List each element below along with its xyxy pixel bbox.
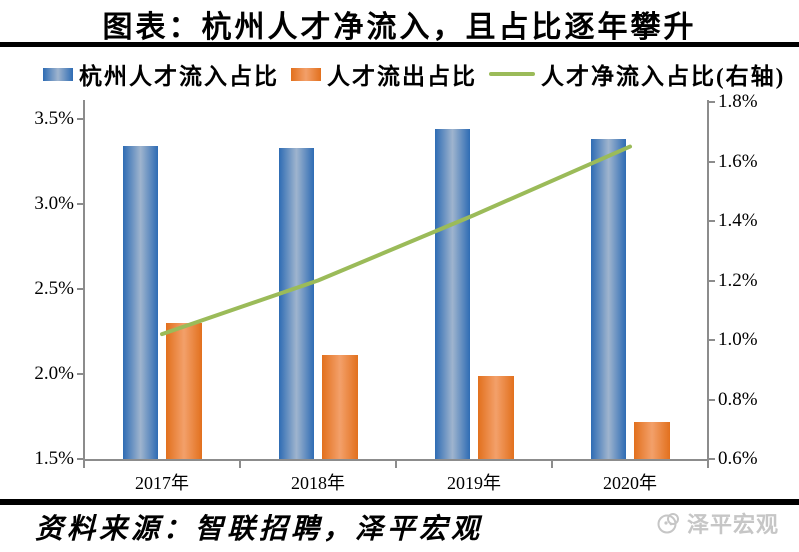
inflow-bar-2018年	[279, 147, 314, 459]
x-axis	[83, 459, 709, 461]
legend-item-1: 人才流出占比	[291, 57, 477, 91]
legend-swatch-inflow	[43, 67, 73, 81]
x-axis-tick	[707, 461, 709, 468]
right-axis-tick	[708, 160, 715, 163]
zeping-macro-logo-icon	[657, 513, 679, 534]
legend-swatch-net-inflow-line	[489, 72, 535, 76]
x-axis-label: 2019年	[447, 473, 501, 493]
x-axis-label: 2018年	[291, 473, 345, 493]
right-axis-tick-label: 1.8%	[718, 91, 758, 112]
x-axis-tick	[395, 461, 397, 468]
legend: 杭州人才流入占比 人才流出占比 人才净流入占比(右轴)	[43, 59, 785, 89]
right-axis-tick	[708, 339, 715, 341]
left-axis-tick-label: 2.0%	[34, 363, 74, 384]
right-axis-tick-label: 1.6%	[718, 150, 758, 172]
outflow-bar-2018年	[322, 355, 358, 459]
legend-swatch-outflow	[291, 67, 321, 81]
x-axis-tick	[239, 461, 241, 468]
right-axis-tick	[708, 101, 715, 103]
outflow-bar-2017年	[166, 323, 202, 459]
legend-label: 杭州人才流入占比	[79, 64, 279, 89]
x-axis-tick	[83, 461, 85, 468]
right-axis-tick	[708, 279, 715, 282]
right-axis-tick-label: 0.8%	[718, 388, 758, 410]
outflow-bar-2019年	[478, 375, 514, 459]
top-divider	[0, 42, 799, 47]
bottom-divider	[0, 499, 799, 505]
chart-title: 图表：杭州人才净流入，且占比逐年攀升	[102, 11, 697, 44]
right-axis-tick	[708, 220, 715, 222]
left-axis-tick	[77, 458, 84, 460]
left-axis-tick-label: 3.0%	[34, 193, 74, 214]
right-axis-tick-label: 1.2%	[718, 269, 758, 291]
right-axis-tick	[708, 458, 715, 460]
x-axis-label: 2017年	[135, 473, 189, 493]
source-note: 资料来源：智联招聘，泽平宏观	[35, 514, 484, 545]
inflow-bar-2017年	[123, 146, 158, 459]
left-axis-tick-label: 1.5%	[34, 448, 74, 469]
right-axis-tick	[708, 398, 715, 401]
legend-item-2: 人才净流入占比(右轴)	[489, 57, 785, 91]
x-axis-label: 2020年	[603, 473, 657, 493]
legend-label: 人才净流入占比(右轴)	[541, 64, 786, 89]
watermark-text: 泽平宏观	[687, 512, 780, 537]
left-axis-tick	[77, 373, 84, 375]
outflow-bar-2020年	[634, 421, 670, 459]
inflow-bar-2019年	[435, 129, 470, 459]
left-axis-tick	[77, 288, 84, 290]
left-axis-tick	[77, 118, 84, 120]
right-axis-tick-label: 1.4%	[718, 210, 758, 231]
left-axis-tick-label: 2.5%	[34, 278, 74, 299]
inflow-bar-2020年	[591, 139, 626, 459]
watermark: 泽平宏观	[656, 507, 779, 539]
legend-label: 人才流出占比	[327, 64, 477, 89]
right-axis-tick-label: 0.6%	[718, 448, 758, 469]
left-axis-tick	[77, 203, 84, 205]
y-axis-left	[83, 100, 85, 461]
legend-item-0: 杭州人才流入占比	[43, 57, 279, 91]
right-axis-tick-label: 1.0%	[718, 329, 758, 350]
x-axis-tick	[551, 461, 553, 468]
left-axis-tick-label: 3.5%	[34, 108, 74, 129]
